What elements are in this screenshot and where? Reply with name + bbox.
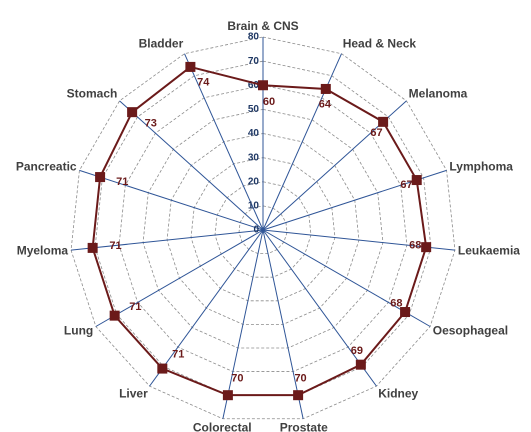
axis-spoke (95, 229, 264, 327)
marker (421, 242, 432, 253)
value-label: 68 (409, 239, 421, 251)
axis-spoke (119, 100, 264, 231)
axis-spoke (149, 229, 264, 387)
y-tick-label: 0 (253, 225, 259, 236)
y-tick-label: 40 (248, 128, 260, 139)
marker (222, 390, 233, 401)
category-label: Liver (119, 386, 148, 400)
grid-line (238, 205, 288, 254)
y-tick-label: 60 (248, 80, 260, 91)
category-label: Head & Neck (343, 37, 417, 51)
category-label: Melanoma (409, 86, 468, 100)
marker (95, 172, 106, 183)
value-label: 74 (197, 76, 210, 88)
y-tick-label: 20 (248, 176, 260, 187)
grid-line (190, 157, 336, 302)
axis-spoke (222, 229, 264, 419)
value-label: 71 (116, 176, 128, 188)
grid-line (166, 133, 360, 325)
marker (258, 80, 268, 91)
grid-line (142, 108, 384, 349)
marker (185, 61, 196, 72)
axis-spoke (184, 53, 264, 231)
value-label: 70 (231, 372, 243, 384)
category-label: Prostate (280, 421, 328, 432)
y-tick-label: 50 (248, 104, 260, 115)
value-label: 60 (263, 96, 275, 108)
category-label: Brain & CNS (227, 19, 298, 33)
axis-spoke (79, 169, 264, 231)
marker (87, 242, 98, 253)
y-tick-label: 70 (248, 56, 260, 67)
y-tick-label: 30 (248, 152, 260, 163)
category-label: Myeloma (17, 243, 69, 257)
category-label: Oesophageal (433, 324, 508, 338)
axis-spoke (71, 229, 264, 251)
axis-spoke (262, 229, 304, 419)
value-label: 71 (172, 349, 184, 361)
value-label: 70 (294, 372, 306, 384)
category-label: Lung (64, 324, 93, 338)
category-label: Bladder (139, 37, 184, 51)
marker (411, 175, 422, 186)
marker (109, 310, 120, 321)
category-label: Leukaemia (458, 243, 520, 257)
marker (293, 390, 304, 401)
value-label: 71 (129, 301, 141, 313)
grid-line (118, 84, 408, 372)
category-label: Pancreatic (16, 159, 77, 173)
value-label: 71 (109, 240, 121, 252)
category-label: Colorectal (193, 421, 252, 432)
marker (157, 363, 168, 374)
marker (378, 116, 389, 127)
marker (320, 83, 331, 94)
grid-line (214, 181, 312, 278)
category-label: Stomach (67, 86, 118, 100)
marker (400, 307, 411, 318)
axis-spoke (262, 53, 342, 231)
marker (355, 359, 366, 370)
y-tick-label: 80 (248, 32, 260, 43)
value-label: 69 (351, 345, 363, 357)
value-label: 73 (145, 117, 157, 129)
value-label: 64 (319, 98, 332, 110)
marker (127, 107, 138, 118)
grid-line (70, 36, 456, 420)
value-label: 67 (400, 179, 412, 191)
series-line (91, 65, 428, 397)
category-label: Kidney (378, 386, 418, 400)
category-label: Lymphoma (449, 159, 513, 173)
y-tick-label: 10 (248, 201, 260, 212)
value-label: 67 (370, 127, 382, 139)
value-label: 68 (390, 297, 402, 309)
